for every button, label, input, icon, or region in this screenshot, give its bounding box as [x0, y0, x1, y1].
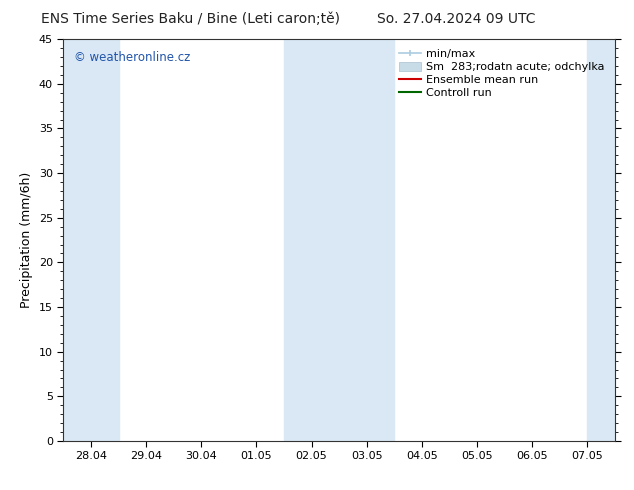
Bar — [588, 39, 621, 441]
Y-axis label: Precipitation (mm/6h): Precipitation (mm/6h) — [20, 172, 34, 308]
Text: So. 27.04.2024 09 UTC: So. 27.04.2024 09 UTC — [377, 12, 536, 26]
Bar — [284, 39, 339, 441]
Bar — [63, 39, 119, 441]
Text: © weatheronline.cz: © weatheronline.cz — [74, 51, 191, 64]
Bar — [339, 39, 394, 441]
Legend: min/max, Sm  283;rodatn acute; odchylka, Ensemble mean run, Controll run: min/max, Sm 283;rodatn acute; odchylka, … — [394, 45, 609, 102]
Text: ENS Time Series Baku / Bine (Leti caron;tě): ENS Time Series Baku / Bine (Leti caron;… — [41, 12, 340, 26]
